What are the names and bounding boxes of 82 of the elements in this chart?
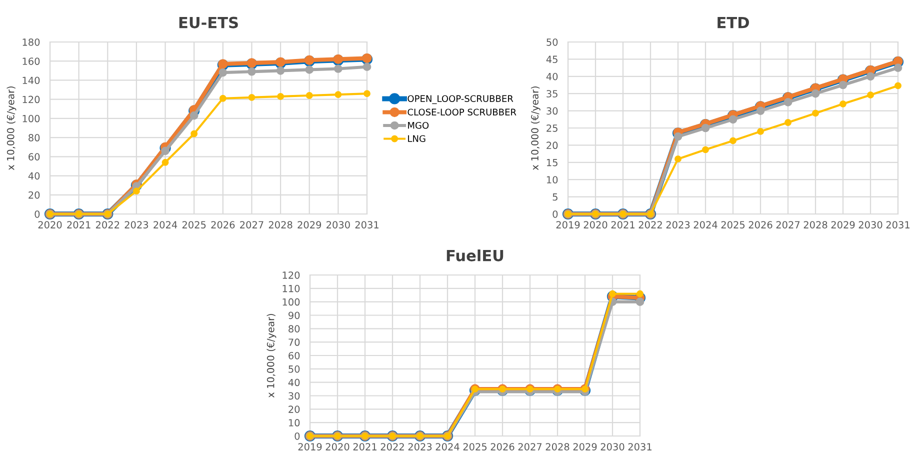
x-tick-label: 2024 (154, 221, 178, 228)
y-tick-label: 30 (288, 392, 300, 400)
y-axis-title: x 10,000 (€/year) (266, 314, 276, 398)
x-tick-label: 2023 (124, 221, 148, 228)
y-tick-label: 30 (546, 107, 558, 115)
y-tick-label: 90 (288, 312, 300, 320)
y-tick-label: 10 (546, 176, 558, 184)
x-tick-label: 2023 (666, 221, 690, 228)
x-tick-label: 2020 (584, 221, 608, 228)
x-tick-label: 2031 (355, 221, 378, 228)
x-tick-label: 2021 (611, 221, 634, 228)
y-tick-label: 20 (28, 191, 40, 199)
y-tick-label: 160 (22, 58, 40, 65)
y-tick-label: 45 (546, 56, 558, 64)
x-tick-label: 2025 (721, 221, 745, 228)
x-tick-label: 2028 (804, 221, 828, 228)
y-tick-label: 50 (288, 365, 300, 373)
y-tick-label: 140 (22, 76, 40, 84)
y-axis-title: x 10,000 (€/year) (530, 86, 540, 170)
y-tick-label: 40 (546, 72, 558, 80)
y-tick-label: 0 (552, 210, 558, 218)
x-tick-label: 2029 (831, 221, 855, 228)
x-tick-label: 2031 (628, 443, 652, 450)
y-tick-label: 100 (22, 114, 40, 122)
x-tick-label: 2027 (776, 221, 800, 228)
x-tick-label: 2024 (436, 443, 460, 450)
x-tick-label: 2020 (326, 443, 350, 450)
y-tick-label: 20 (288, 406, 300, 413)
x-tick-label: 2026 (490, 443, 514, 450)
x-tick-label: 2022 (380, 443, 404, 450)
y-tick-label: 5 (552, 193, 558, 201)
y-tick-label: 80 (288, 325, 300, 332)
x-tick-label: 2028 (546, 443, 570, 450)
x-tick-label: 2021 (353, 443, 376, 450)
x-tick-label: 2020 (38, 221, 62, 228)
y-tick-label: 60 (288, 352, 300, 360)
x-tick-label: 2030 (326, 221, 350, 228)
y-tick-label: 35 (546, 90, 558, 98)
y-tick-label: 100 (282, 298, 300, 306)
x-tick-label: 2025 (463, 443, 487, 450)
y-tick-label: 0 (34, 210, 40, 218)
legend-label: MGO (408, 122, 429, 129)
x-tick-label: 2026 (211, 221, 235, 228)
x-tick-label: 2029 (573, 443, 597, 450)
y-tick-label: 110 (282, 284, 300, 292)
y-tick-label: 60 (28, 153, 40, 160)
x-tick-label: 2019 (298, 443, 322, 450)
y-tick-label: 180 (22, 38, 40, 46)
x-tick-label: 2028 (268, 221, 292, 228)
x-tick-label: 2023 (408, 443, 432, 450)
x-tick-label: 2030 (858, 221, 882, 228)
x-tick-label: 2022 (96, 221, 120, 228)
x-tick-label: 2021 (67, 221, 90, 228)
y-tick-label: 15 (546, 159, 558, 166)
y-axis-title: x 10,000 (€/year) (6, 86, 16, 170)
x-tick-label: 2031 (886, 221, 910, 228)
legend-label: CLOSE-LOOP SCRUBBER (408, 108, 516, 116)
y-tick-label: 70 (288, 338, 300, 346)
x-tick-label: 2025 (182, 221, 206, 228)
x-tick-label: 2026 (748, 221, 772, 228)
y-tick-label: 0 (294, 432, 300, 440)
legend-label: LNG (408, 135, 426, 142)
y-tick-label: 20 (546, 142, 558, 150)
y-tick-label: 80 (28, 134, 40, 142)
x-tick-label: 2019 (556, 221, 580, 228)
y-tick-label: 40 (288, 378, 300, 386)
x-tick-label: 2024 (694, 221, 718, 228)
x-tick-label: 2027 (518, 443, 542, 450)
x-tick-label: 2029 (298, 221, 322, 228)
x-tick-label: 2022 (638, 221, 662, 228)
x-tick-label: 2027 (240, 221, 264, 228)
y-tick-label: 40 (28, 172, 40, 180)
y-tick-label: 10 (288, 419, 300, 426)
x-tick-label: 2030 (600, 443, 624, 450)
y-tick-label: 120 (282, 271, 300, 279)
y-tick-label: 25 (546, 124, 558, 132)
chart-title: EU-ETS (179, 16, 238, 28)
y-tick-label: 120 (22, 96, 40, 104)
y-tick-label: 50 (546, 38, 558, 46)
chart-title: FuelEU (446, 250, 504, 262)
legend-label: OPEN_LOOP-SCRUBBER (408, 95, 514, 104)
chart-title: ETD (718, 16, 749, 28)
